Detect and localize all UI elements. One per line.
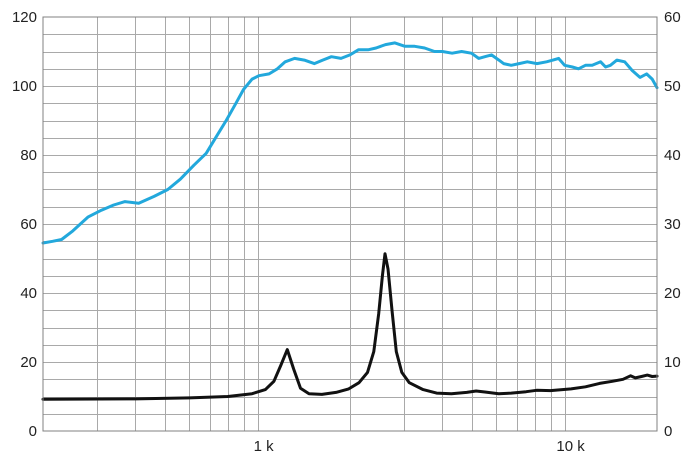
left-axis-tick-labels: 0 20 40 60 80 100 120 — [12, 9, 37, 440]
y-right-tick-label: 30 — [664, 216, 681, 233]
grid — [43, 17, 657, 431]
y-right-tick-label: 40 — [664, 147, 681, 164]
y-left-tick-label: 0 — [29, 423, 37, 440]
y-right-tick-label: 60 — [664, 9, 681, 26]
plot-border — [42, 16, 658, 432]
y-right-tick-label: 0 — [664, 423, 672, 440]
y-left-tick-label: 60 — [20, 216, 37, 233]
y-left-tick-label: 20 — [20, 354, 37, 371]
right-axis-tick-labels: 0 10 20 30 40 50 60 — [664, 9, 681, 440]
x-axis-tick-labels: 1 k 10 k — [254, 438, 586, 455]
x-tick-label: 1 k — [254, 438, 275, 455]
series-line-1 — [41, 41, 659, 245]
series-layer — [41, 41, 659, 401]
y-right-tick-label: 10 — [664, 354, 681, 371]
series-line-2 — [41, 252, 659, 401]
y-left-tick-label: 40 — [20, 285, 37, 302]
y-right-tick-label: 20 — [664, 285, 681, 302]
y-left-tick-label: 100 — [12, 78, 37, 95]
y-right-tick-label: 50 — [664, 78, 681, 95]
x-tick-label: 10 k — [556, 438, 585, 455]
y-left-tick-label: 120 — [12, 9, 37, 26]
y-left-tick-label: 80 — [20, 147, 37, 164]
